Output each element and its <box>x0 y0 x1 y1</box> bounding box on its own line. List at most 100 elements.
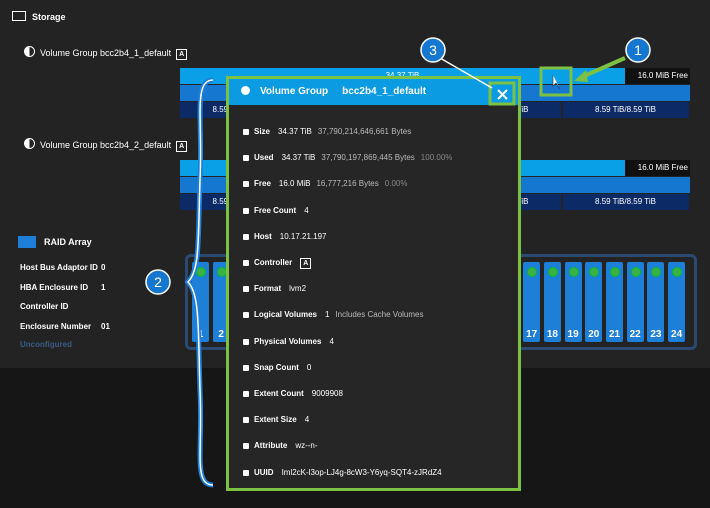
cursor <box>552 75 561 90</box>
disk-label: 8.59 TiB/8.59 TiB <box>595 105 656 114</box>
row-value: 16.0 MiB <box>278 179 311 189</box>
raid-status[interactable]: Unconfigured <box>20 340 72 349</box>
row-label: Extent Count <box>254 389 304 398</box>
slot-number: 21 <box>608 329 621 340</box>
row-icon <box>243 260 249 266</box>
status-dot <box>527 267 538 277</box>
detail-row: Extent Count 9009908 <box>243 389 343 398</box>
detail-row: Attribute wz--n- <box>243 441 318 450</box>
raid-field-label: Controller ID <box>20 302 69 311</box>
detail-row: Logical Volumes 1 Includes Cache Volumes <box>243 310 424 319</box>
slot-number: 22 <box>629 329 641 340</box>
callout-number: 2 <box>154 274 162 290</box>
disk-label: 8.59 TiB/8.59 TiB <box>595 197 656 206</box>
drive-slot[interactable]: 17 <box>523 262 541 342</box>
free-label: 16.0 MiB Free <box>637 163 688 172</box>
detail-row: Free 16.0 MiB 16,777,216 Bytes 0.00% <box>243 179 407 188</box>
row-value: 0 <box>306 362 312 372</box>
controller-badge: A <box>176 49 188 60</box>
free-segment: 16.0 MiB Free <box>625 160 690 176</box>
slot-number: 17 <box>526 329 538 340</box>
row-label: Snap Count <box>254 362 299 372</box>
row-value: 10.17.21.197 <box>279 231 327 241</box>
row-label: Size <box>254 127 271 136</box>
row-detail: 16,777,216 Bytes <box>316 179 379 189</box>
detail-row: UUID Iml2cK-l3op-LJ4g-8cW3-Y6yq-SQT4-zJRd… <box>243 468 442 477</box>
controller-badge: A <box>300 258 312 269</box>
drive-slot[interactable]: 22 <box>626 262 644 342</box>
drive-slot[interactable]: 20 <box>585 262 603 342</box>
row-label: Physical Volumes <box>254 336 322 346</box>
slot-number: 19 <box>567 329 579 340</box>
row-detail: Includes Cache Volumes <box>335 310 424 320</box>
status-dot <box>630 267 641 277</box>
row-label: Free Count <box>254 205 297 215</box>
status-dot <box>196 267 206 277</box>
row-label: UUID <box>254 467 274 477</box>
used-label: 34.37 TiB <box>180 68 625 84</box>
bracket-edge <box>186 79 214 486</box>
vg-label: Volume Group bcc2b4_1_default A <box>24 46 188 60</box>
header: Storage <box>12 11 66 22</box>
disk-segment: 8.59 TiB/8.59 TiB <box>562 194 689 210</box>
slot-number: 18 <box>546 329 558 340</box>
callout-number: 1 <box>634 42 642 58</box>
raid-field-label: HBA Enclosure ID <box>20 282 89 292</box>
row-value: wz--n- <box>295 441 318 451</box>
row-icon <box>243 286 249 293</box>
row-label: Host <box>254 231 272 241</box>
row-value: lvm2 <box>289 284 307 294</box>
detail-row: Format lvm2 <box>243 284 306 293</box>
row-icon <box>243 417 249 424</box>
row-value: 4 <box>329 336 334 346</box>
status-dot <box>610 267 620 277</box>
row-value: 4 <box>304 205 309 215</box>
detail-row: Size 34.37 TiB 37,790,214,646,661 Bytes <box>243 127 411 136</box>
row-value: 4 <box>304 415 310 425</box>
row-value: 9009908 <box>311 389 343 398</box>
detail-row: Free Count 4 <box>243 206 309 215</box>
raid-field-value: 0 <box>101 263 106 272</box>
row-icon <box>243 312 249 319</box>
drive-slot[interactable]: 21 <box>606 262 623 342</box>
free-segment: 16.0 MiB Free <box>625 68 690 84</box>
highlight-box <box>488 81 516 106</box>
row-detail: 37,790,214,646,661 Bytes <box>317 127 412 136</box>
icon <box>24 138 35 149</box>
detail-row: Used 34.37 TiB 37,790,197,869,445 Bytes 100… <box>243 153 452 162</box>
row-label: Attribute <box>254 441 288 451</box>
status-dot <box>547 267 558 277</box>
vg-name[interactable]: Volume Group bcc2b4_2_default <box>40 140 172 150</box>
drive-slot[interactable]: 24 <box>668 262 686 342</box>
slot-number: 23 <box>650 329 662 340</box>
row-icon <box>243 364 249 371</box>
callout-circle <box>145 269 171 295</box>
row-icon <box>243 181 249 188</box>
disk-segment: 8.59 TiB/8.59 TiB <box>562 102 689 118</box>
row-value: 34.37 TiB <box>281 153 316 163</box>
row-icon <box>243 443 249 450</box>
raid-icon <box>18 236 36 248</box>
status-dot <box>589 267 600 277</box>
detail-row: Physical Volumes 4 <box>243 337 334 346</box>
drive-slot[interactable]: 23 <box>647 262 665 342</box>
detail-row: Controller A <box>243 258 312 269</box>
status-dot <box>651 267 662 277</box>
row-value: 34.37 TiB <box>278 127 312 136</box>
controller-badge: A <box>176 141 188 152</box>
row-label: Format <box>254 284 282 294</box>
popup-title: Volume Group <box>260 86 329 97</box>
raid-field-label: Host Bus Adaptor ID <box>20 263 98 272</box>
drive-slot[interactable]: 19 <box>564 262 582 342</box>
drive-slot[interactable]: 18 <box>543 262 561 342</box>
row-icon <box>243 469 249 476</box>
callout-circle <box>625 37 651 63</box>
vg-name[interactable]: Volume Group bcc2b4_1_default <box>40 48 172 58</box>
raid-field-value: 01 <box>101 321 110 331</box>
row-icon <box>243 155 249 162</box>
status-dot <box>568 267 579 277</box>
close-button[interactable] <box>497 87 508 100</box>
